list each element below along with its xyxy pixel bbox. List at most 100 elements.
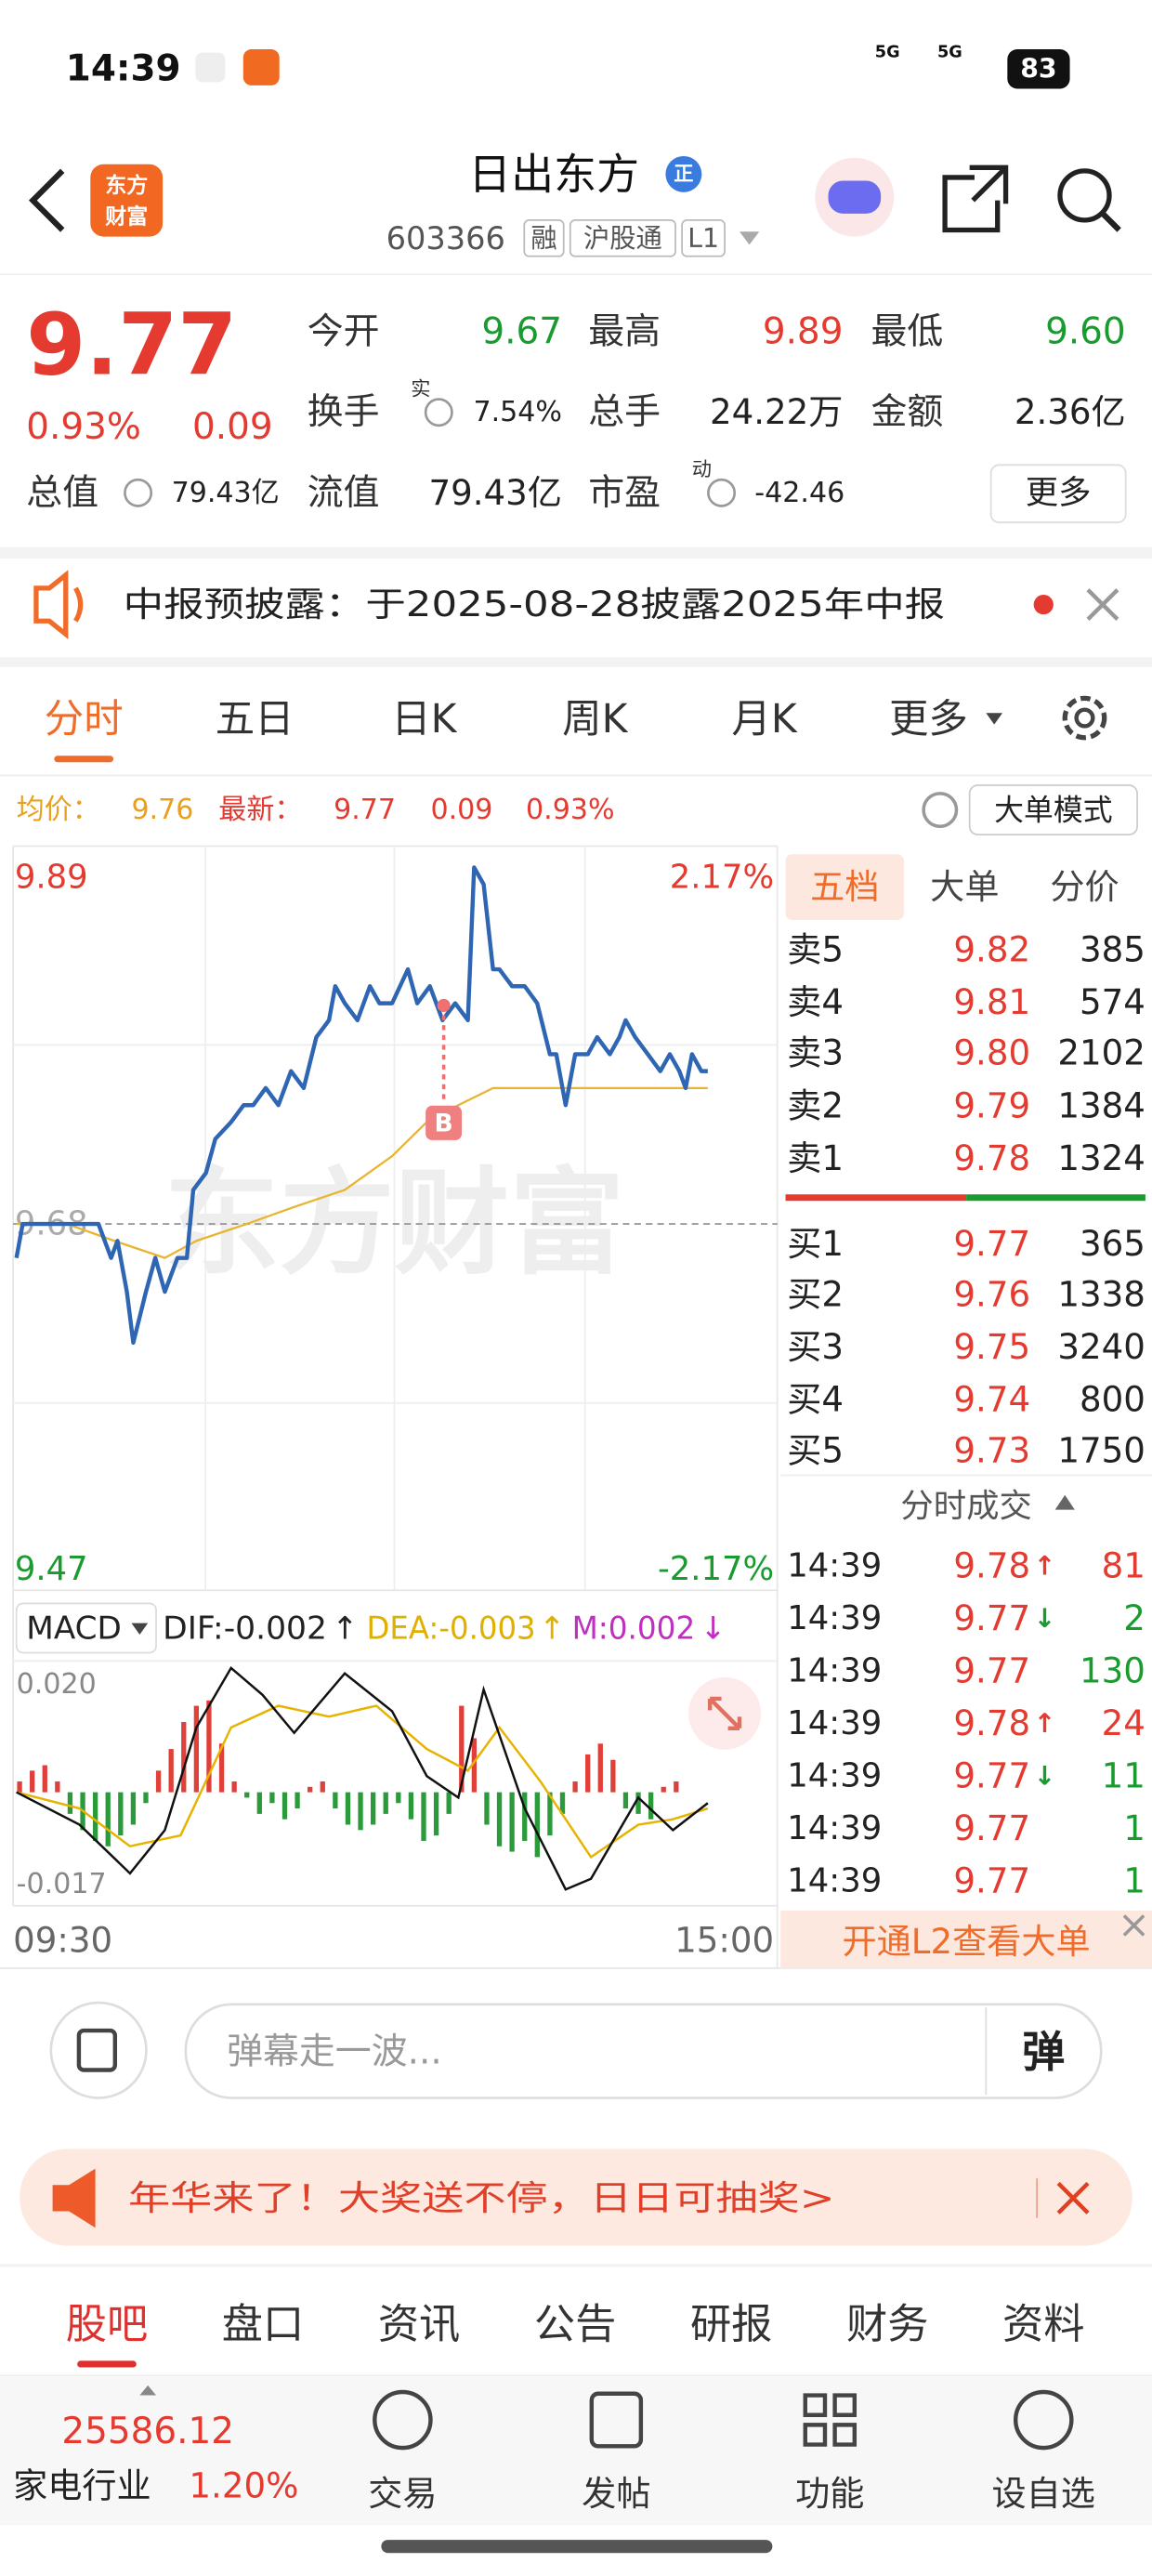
- period-tab[interactable]: 日K: [391, 697, 457, 743]
- trade-volume: 11: [1102, 1756, 1145, 1796]
- content-tab[interactable]: 盘口: [222, 2301, 304, 2348]
- big-order-button[interactable]: [968, 784, 1138, 835]
- macd-bar: [522, 1792, 528, 1841]
- trades-title[interactable]: 分时成交: [900, 1488, 1031, 1526]
- settings-button[interactable]: [1062, 695, 1107, 741]
- more-button-label[interactable]: 更多: [1026, 474, 1092, 512]
- macd-bar: [67, 1792, 73, 1814]
- buy-marker-box[interactable]: [425, 1105, 463, 1140]
- book-price: 9.79: [953, 1085, 1030, 1125]
- macd-bar: [585, 1754, 591, 1793]
- app-icon: [242, 49, 280, 85]
- watchlist-icon[interactable]: [1013, 2389, 1074, 2451]
- macd-bar: [446, 1792, 452, 1814]
- book-volume: 3240: [1057, 1327, 1145, 1367]
- nav-item[interactable]: 功能: [795, 2474, 864, 2514]
- macd-bar: [622, 1792, 629, 1809]
- content-tab[interactable]: 资讯: [378, 2301, 460, 2348]
- l2-bar-bg[interactable]: [780, 1911, 1152, 1968]
- function-icon[interactable]: [803, 2393, 857, 2447]
- y2-tick-label: 2.17%: [670, 859, 774, 897]
- period-tab[interactable]: 更多: [889, 697, 968, 743]
- more-button[interactable]: [989, 464, 1127, 524]
- period-tab[interactable]: 分时: [45, 697, 124, 743]
- banner-text[interactable]: 年华来了！大奖送不停，日日可抽奖>: [128, 2178, 835, 2218]
- content-tab[interactable]: 研报: [690, 2301, 772, 2348]
- search-button[interactable]: [1057, 168, 1112, 223]
- comment-input[interactable]: [184, 2003, 1103, 2099]
- logo[interactable]: [90, 164, 164, 237]
- nav-item[interactable]: 设自选: [992, 2474, 1095, 2514]
- close-button[interactable]: [1086, 588, 1119, 622]
- l2-text[interactable]: 开通L2查看大单: [843, 1922, 1091, 1962]
- stock-code: 603366: [386, 220, 505, 256]
- last-value: 9.77: [334, 794, 396, 826]
- trade-price: 9.77: [953, 1861, 1030, 1901]
- book-volume: 574: [1080, 982, 1145, 1022]
- content-tab[interactable]: 资料: [1002, 2301, 1084, 2348]
- macd-bar: [105, 1792, 111, 1847]
- notice-text[interactable]: 中报预披露：于2025-08-28披露2025年中报: [124, 585, 945, 624]
- trade-arrow: ↓: [1034, 1603, 1056, 1634]
- share-button[interactable]: [942, 164, 1009, 233]
- section-gap: [0, 657, 1152, 667]
- help-icon[interactable]: [922, 792, 959, 828]
- collapse-arrow[interactable]: [1054, 1494, 1075, 1510]
- unread-dot: [1033, 594, 1054, 615]
- macd-bar: [320, 1781, 325, 1793]
- comment-tool-button[interactable]: [49, 2001, 148, 2099]
- search-handle: [1100, 211, 1121, 232]
- content-tab[interactable]: 公告: [534, 2301, 616, 2348]
- field-label: 最高: [588, 311, 661, 353]
- macd-bar: [471, 1738, 478, 1793]
- field-label: 市盈: [588, 472, 661, 514]
- period-tab[interactable]: 五日: [216, 697, 295, 743]
- book-level: 买5: [787, 1431, 844, 1471]
- comment-tool-icon: [76, 2028, 118, 2072]
- macd-label[interactable]: MACD: [26, 1610, 122, 1646]
- macd-bar: [218, 1743, 225, 1793]
- book-tab[interactable]: 五档: [810, 867, 879, 907]
- trade-time: 14:39: [787, 1862, 882, 1900]
- tag-box: [523, 219, 565, 257]
- trade-price: 9.77: [953, 1808, 1030, 1848]
- macd-bar: [674, 1781, 679, 1793]
- book-volume: 800: [1080, 1380, 1145, 1420]
- macd-bar: [597, 1743, 603, 1793]
- close-button[interactable]: [1122, 1914, 1145, 1937]
- status-time: 14:39: [66, 48, 181, 90]
- content-tab[interactable]: 财务: [846, 2301, 928, 2348]
- macd-bar: [244, 1792, 250, 1798]
- megaphone-icon: [52, 2168, 96, 2228]
- y-tick-label: 9.89: [15, 859, 88, 897]
- big-order-label[interactable]: 大单模式: [994, 793, 1112, 828]
- dropdown-arrow[interactable]: [740, 231, 760, 245]
- sector-name[interactable]: 家电行业: [13, 2465, 151, 2505]
- nav-item[interactable]: 发帖: [582, 2474, 650, 2514]
- post-icon[interactable]: [589, 2391, 644, 2449]
- avg-value: 9.76: [132, 794, 194, 826]
- book-tab[interactable]: 分价: [1050, 867, 1119, 907]
- app-icon: [195, 52, 226, 83]
- danmaku-button[interactable]: 弹: [1022, 2027, 1065, 2077]
- macd-bar: [308, 1786, 313, 1793]
- indicator-select[interactable]: [15, 1602, 157, 1654]
- macd-bar: [231, 1781, 237, 1793]
- macd-bar: [433, 1792, 439, 1836]
- book-tab[interactable]: 大单: [930, 867, 999, 907]
- trade-icon[interactable]: [373, 2389, 433, 2451]
- period-tab[interactable]: 月K: [731, 697, 797, 743]
- content-tab[interactable]: 股吧: [66, 2301, 148, 2348]
- dif-arrow: ↑: [332, 1610, 358, 1646]
- close-button[interactable]: [1056, 2181, 1090, 2215]
- nav-item[interactable]: 交易: [368, 2474, 437, 2514]
- period-tab[interactable]: 周K: [562, 697, 628, 743]
- book-price: 9.80: [953, 1033, 1030, 1073]
- banner-bg[interactable]: [20, 2149, 1132, 2246]
- macd-bar: [648, 1792, 654, 1820]
- price-line: [14, 865, 708, 1346]
- info-icon: [424, 398, 453, 427]
- back-button[interactable]: [29, 168, 65, 232]
- speaker-icon: [33, 570, 84, 639]
- trade-price: 9.77: [953, 1650, 1030, 1690]
